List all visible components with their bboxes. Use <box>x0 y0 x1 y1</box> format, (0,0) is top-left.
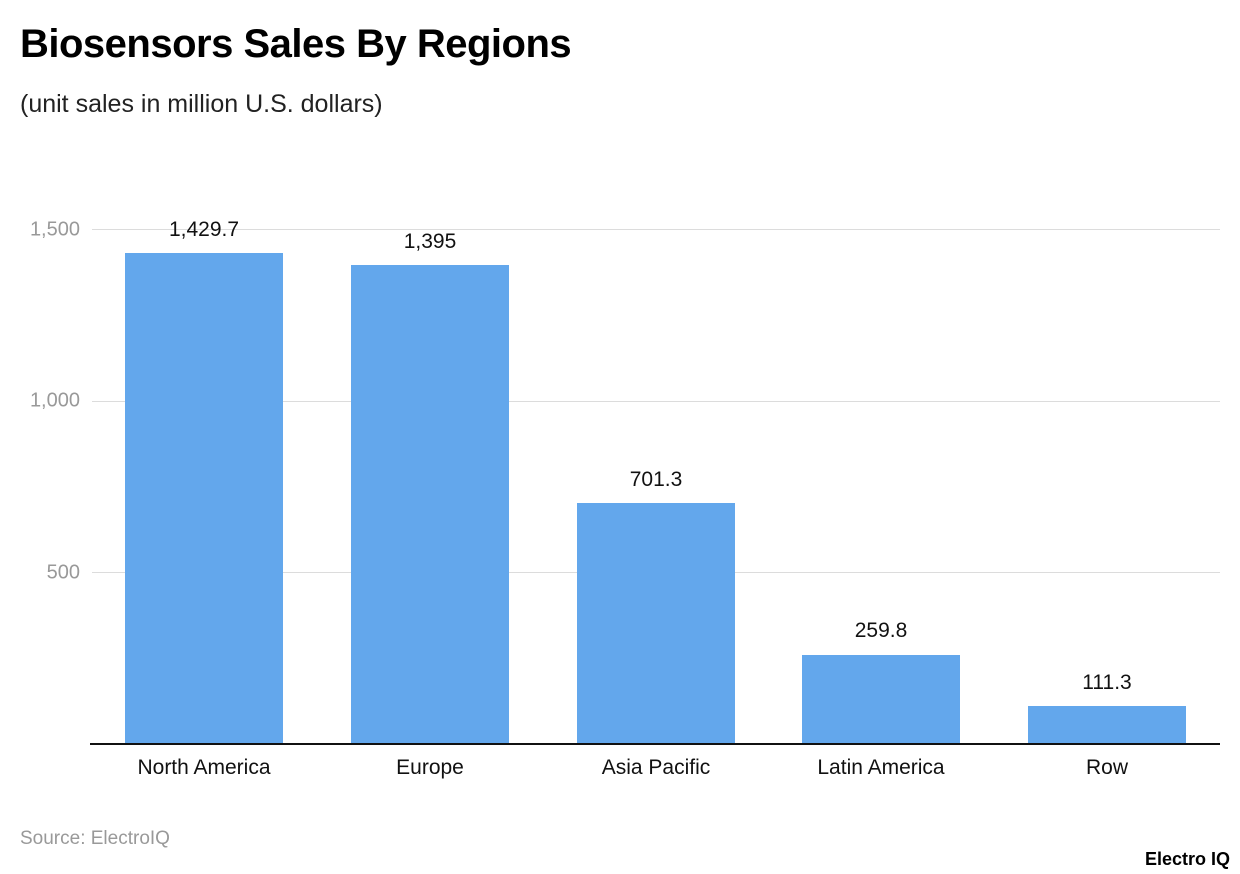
gridline-1000 <box>92 401 1220 402</box>
x-label-north-america: North America <box>137 756 271 779</box>
x-label-latin-america: Latin America <box>817 756 945 779</box>
brand-logo: Electro IQ <box>1144 849 1230 869</box>
y-tick-1000: 1,000 <box>29 389 80 412</box>
value-label: 111.3 <box>1082 671 1132 694</box>
value-label: 1,395 <box>403 230 457 253</box>
x-label-europe: Europe <box>396 756 464 779</box>
y-tick-500: 500 <box>46 561 80 584</box>
gridline-1500 <box>92 229 1220 230</box>
bar-north-america[interactable] <box>125 253 283 744</box>
y-tick-1500: 1,500 <box>29 218 80 241</box>
chart-title: Biosensors Sales By Regions <box>20 22 572 66</box>
value-label: 259.8 <box>854 619 908 642</box>
x-label-row: Row <box>1085 756 1128 779</box>
bar-asia-pacific[interactable] <box>577 503 735 744</box>
x-label-asia-pacific: Asia Pacific <box>601 756 711 779</box>
value-label: 701.3 <box>629 468 683 491</box>
bar-latin-america[interactable] <box>802 655 960 744</box>
chart-subtitle: (unit sales in million U.S. dollars) <box>20 90 383 118</box>
x-axis-line <box>90 743 1220 745</box>
source-note: Source: ElectroIQ <box>20 828 170 849</box>
bar-europe[interactable] <box>351 265 509 744</box>
bar-row[interactable] <box>1028 706 1186 744</box>
value-label: 1,429.7 <box>168 218 240 241</box>
